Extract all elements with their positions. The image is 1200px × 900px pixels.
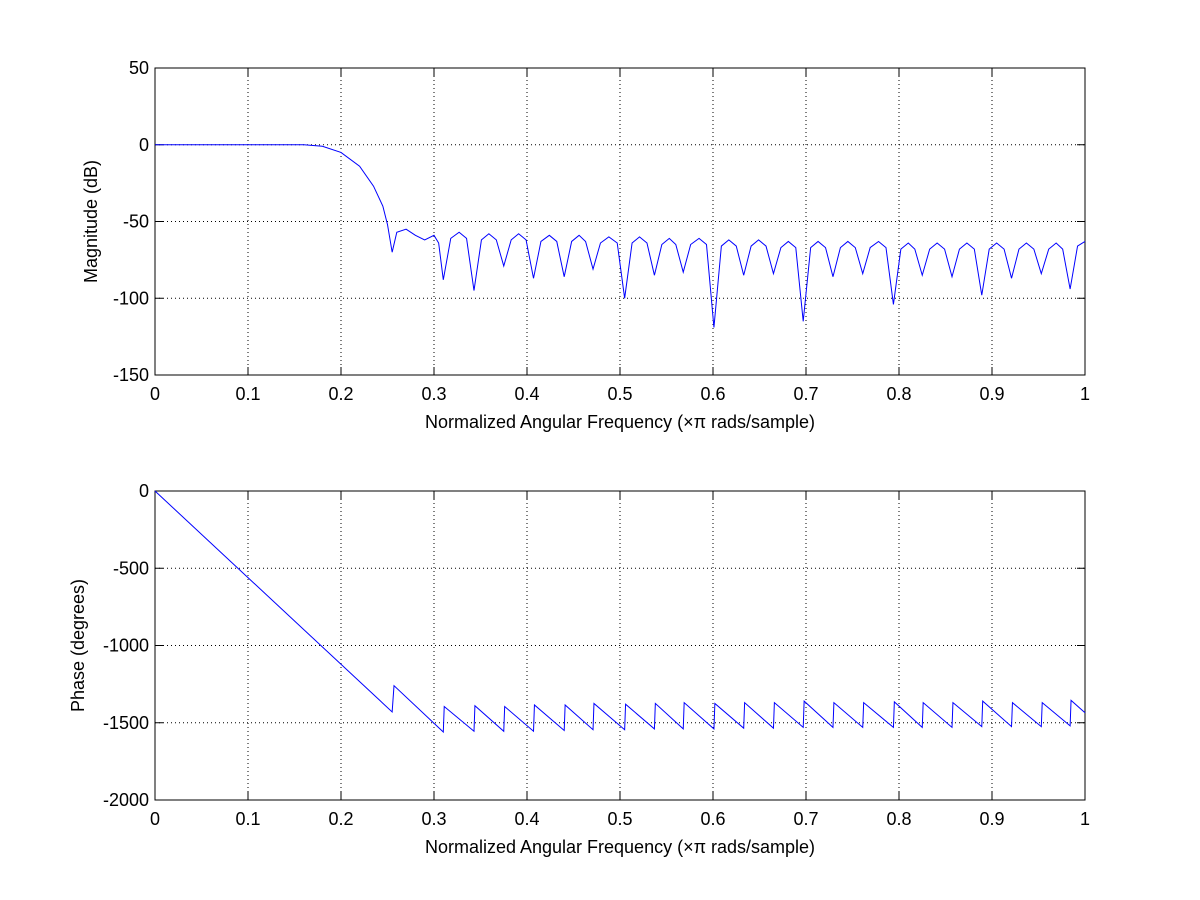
x-tick-label: 0.6 — [700, 809, 725, 829]
y-axis-label: Phase (degrees) — [68, 579, 88, 712]
x-tick-label: 0.5 — [607, 384, 632, 404]
y-axis-label: Magnitude (dB) — [81, 160, 101, 283]
y-tick-label: -150 — [113, 365, 149, 385]
data-line — [154, 490, 1086, 734]
x-tick-label: 0.7 — [793, 809, 818, 829]
x-tick-label: 0.3 — [421, 809, 446, 829]
y-tick-label: 0 — [139, 481, 149, 501]
x-tick-label: 0.6 — [700, 384, 725, 404]
x-tick-label: 0.1 — [235, 384, 260, 404]
x-tick-label: 0 — [150, 384, 160, 404]
y-tick-label: -1500 — [103, 713, 149, 733]
y-tick-label: 0 — [139, 135, 149, 155]
x-tick-label: 1 — [1080, 809, 1090, 829]
x-tick-label: 0.4 — [514, 809, 539, 829]
x-tick-label: 0.8 — [886, 384, 911, 404]
x-tick-label: 0.4 — [514, 384, 539, 404]
data-line — [155, 144, 1086, 328]
x-axis-label: Normalized Angular Frequency (×π rads/sa… — [425, 412, 815, 432]
y-tick-label: -50 — [123, 212, 149, 232]
axes-box — [154, 67, 1086, 376]
x-tick-label: 0.9 — [979, 809, 1004, 829]
x-axis-label: Normalized Angular Frequency (×π rads/sa… — [425, 837, 815, 857]
x-tick-label: 0.5 — [607, 809, 632, 829]
x-tick-label: 0.3 — [421, 384, 446, 404]
axes-box — [154, 490, 1086, 801]
y-tick-label: -2000 — [103, 790, 149, 810]
x-tick-label: 0.7 — [793, 384, 818, 404]
x-tick-label: 0.1 — [235, 809, 260, 829]
y-tick-label: 50 — [129, 58, 149, 78]
x-tick-label: 0.8 — [886, 809, 911, 829]
x-tick-label: 1 — [1080, 384, 1090, 404]
x-tick-label: 0 — [150, 809, 160, 829]
y-tick-label: -500 — [113, 558, 149, 578]
x-tick-label: 0.2 — [328, 384, 353, 404]
x-tick-label: 0.9 — [979, 384, 1004, 404]
y-tick-label: -100 — [113, 288, 149, 308]
y-tick-label: -1000 — [103, 636, 149, 656]
x-tick-label: 0.2 — [328, 809, 353, 829]
